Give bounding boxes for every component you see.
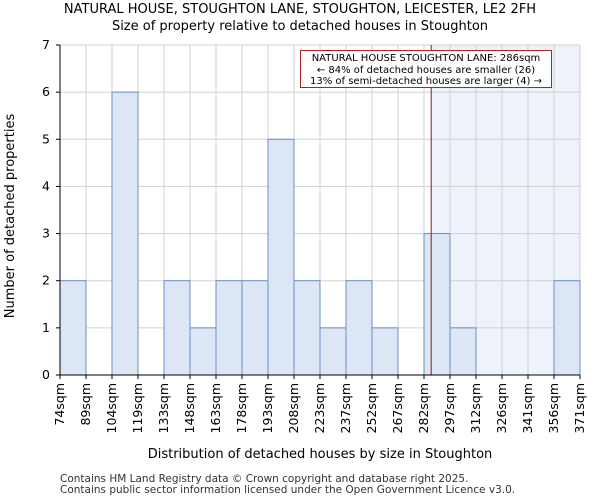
bar (111, 91, 139, 376)
x-tick-label: 104sqm (104, 383, 119, 433)
y-tick-label: 0 (42, 367, 50, 382)
bar (319, 327, 347, 376)
bar (215, 280, 243, 376)
x-tick-label: 326sqm (494, 383, 509, 433)
footer-line-1: Contains HM Land Registry data © Crown c… (60, 473, 469, 485)
x-tick-label: 297sqm (442, 383, 457, 433)
bar (449, 327, 477, 376)
annotation-line-3: 13% of semi-detached houses are larger (… (309, 76, 543, 87)
bar (189, 327, 217, 376)
chart-subtitle: Size of property relative to detached ho… (111, 19, 489, 34)
x-tick-label: 312sqm (468, 383, 483, 433)
annotation-line-1: NATURAL HOUSE STOUGHTON LANE: 286sqm (311, 53, 541, 64)
x-tick-label: 208sqm (286, 383, 301, 433)
x-tick-label: 74sqm (52, 383, 67, 426)
annotation-box: NATURAL HOUSE STOUGHTON LANE: 286sqm ← 8… (300, 50, 552, 88)
x-tick-label: 89sqm (78, 383, 93, 426)
bar (371, 327, 399, 376)
y-axis-title: Number of detached properties (3, 114, 18, 319)
bar (267, 138, 295, 376)
x-tick-label: 148sqm (182, 383, 197, 433)
bar (163, 280, 191, 376)
chart-title: NATURAL HOUSE, STOUGHTON LANE, STOUGHTON… (63, 2, 537, 17)
y-tick-label: 2 (42, 273, 50, 288)
y-tick-label: 4 (42, 178, 50, 193)
bar (59, 280, 87, 376)
x-tick-label: 371sqm (572, 383, 587, 433)
y-tick-label: 1 (42, 320, 50, 335)
footer-line-2: Contains public sector information licen… (60, 484, 516, 496)
bar (345, 280, 373, 376)
bar (293, 280, 321, 376)
bar (553, 280, 581, 376)
y-tick-label: 5 (42, 131, 50, 146)
x-tick-label: 223sqm (312, 383, 327, 433)
x-tick-label: 193sqm (260, 383, 275, 433)
x-tick-label: 267sqm (390, 383, 405, 433)
annotation-line-2: ← 84% of detached houses are smaller (26… (316, 64, 536, 76)
x-axis-title: Distribution of detached houses by size … (148, 447, 493, 462)
y-tick-label: 3 (42, 226, 50, 241)
x-tick-label: 341sqm (520, 383, 535, 433)
x-tick-label: 133sqm (156, 383, 171, 433)
y-tick-label: 7 (42, 37, 50, 52)
x-tick-label: 356sqm (546, 383, 561, 433)
x-tick-label: 237sqm (338, 383, 353, 433)
x-tick-label: 252sqm (364, 383, 379, 433)
bar (423, 233, 451, 376)
x-tick-label: 163sqm (208, 383, 223, 433)
x-tick-label: 178sqm (234, 383, 249, 433)
y-tick-label: 6 (42, 84, 50, 99)
bar (241, 280, 269, 376)
x-tick-label: 119sqm (130, 383, 145, 433)
x-tick-label: 282sqm (416, 383, 431, 433)
